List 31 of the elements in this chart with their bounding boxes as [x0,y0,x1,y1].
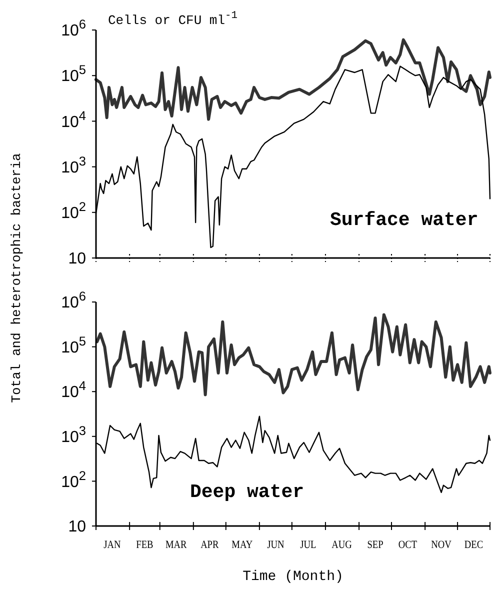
y-tick-label: 10$^{4}$ [61,378,86,402]
x-tick-label: APR [200,539,219,552]
y-tick-label: 10 [68,518,86,536]
x-tick-label: JUL [300,539,316,552]
text: Cells or CFU ml$^{-1}$ [108,10,238,28]
x-tick-label: MAY [232,539,254,552]
x-axis-title: Time (Month) [242,569,344,585]
y-tick-label: 10$^{4}$ [61,107,86,131]
y-axis-title: Total and heterotrophic bacteria [9,152,24,403]
x-tick-label: FEB [136,539,154,552]
line-series [94,38,492,121]
x-tick-label: AUG [332,539,352,552]
annotation: Deep water [190,481,304,503]
x-tick-label: OCT [398,539,418,552]
line-series [96,313,492,396]
annotation: Surface water [330,209,478,231]
x-tick-label: NOV [431,539,452,552]
y-tick-label: 10$^{6}$ [61,16,86,40]
y-tick-label: 10$^{5}$ [61,332,86,356]
y-tick-label: 10$^{2}$ [61,467,86,491]
x-tick-label: JUN [267,539,285,552]
x-tick-label: DEC [464,539,484,552]
y-tick-label: 10$^{3}$ [61,152,86,176]
x-tick-label: MAR [165,539,187,552]
y-tick-label: 10$^{6}$ [61,288,86,312]
x-tick-label: JAN [104,539,122,552]
y-tick-label: 10$^{2}$ [61,198,86,222]
x-tick-label: SEP [367,539,384,552]
y-tick-label: 10$^{3}$ [61,422,86,446]
y-tick-label: 10$^{5}$ [61,62,86,86]
y-tick-label: 10 [68,250,86,268]
